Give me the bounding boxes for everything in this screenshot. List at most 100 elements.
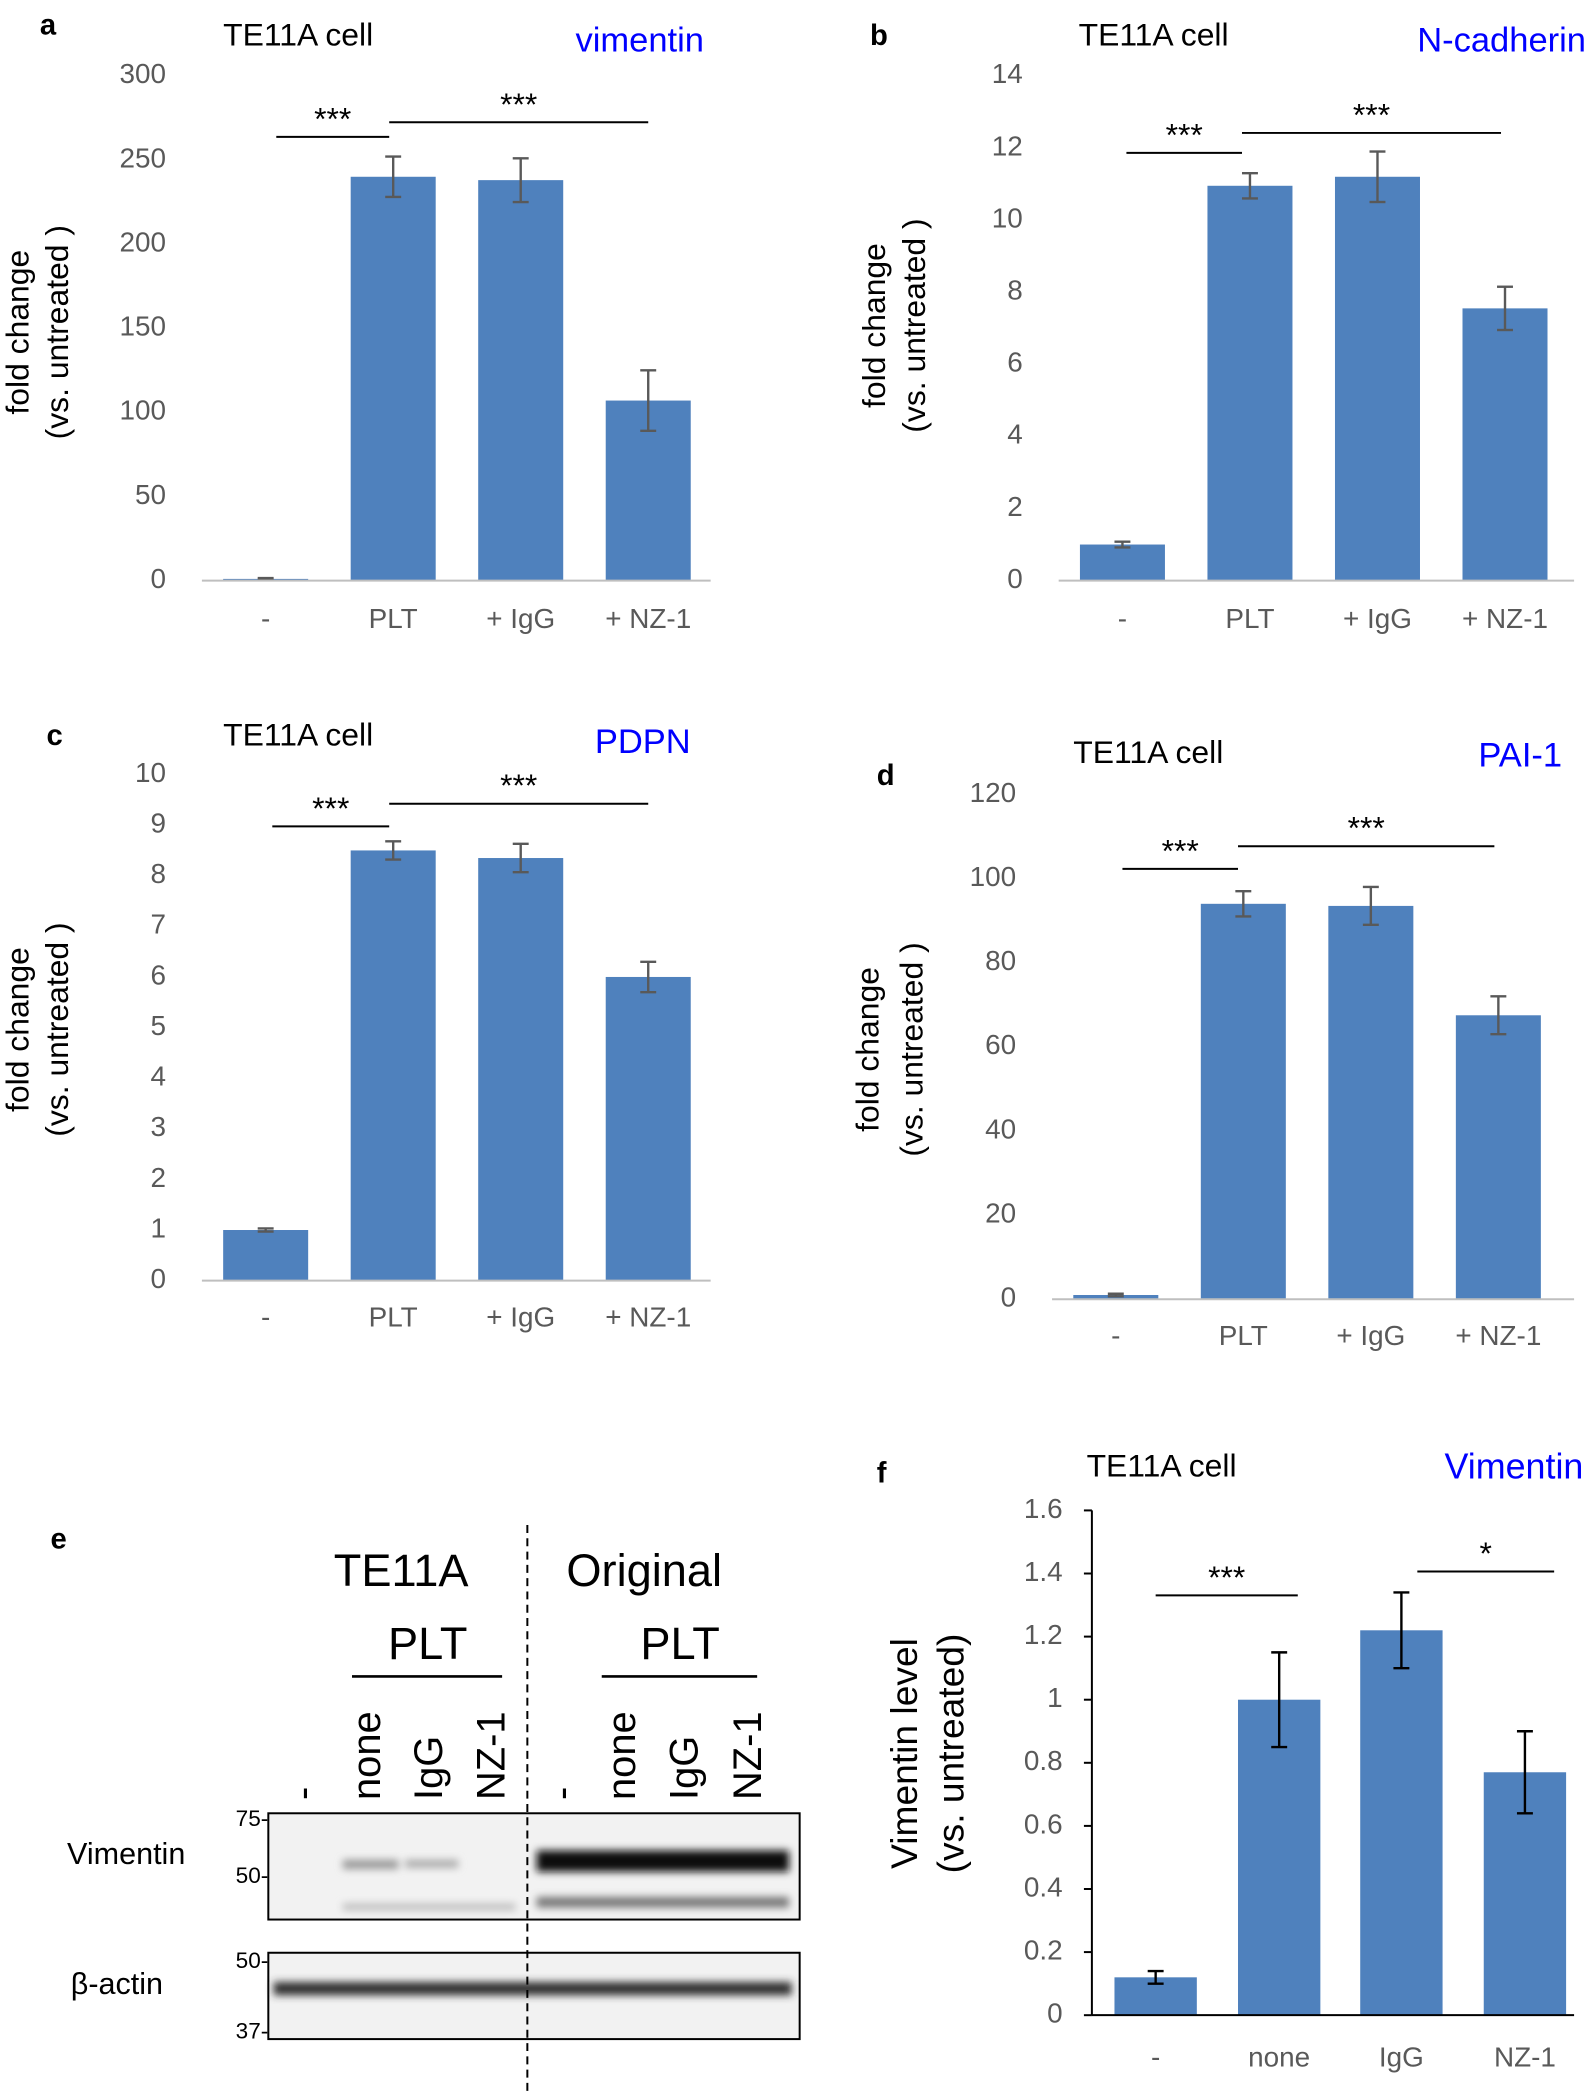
- group-title: Original: [566, 1545, 722, 1596]
- lane-label: IgG: [407, 1736, 451, 1800]
- y-tick-label: 8: [1007, 275, 1023, 306]
- y-tick-label: 0.6: [1024, 1808, 1063, 1839]
- chart-panel: a TE11A cell vimentin fold change (vs. untre…: [0, 9, 711, 634]
- chart-panel: c TE11A cell PDPN fold change (vs. untreated…: [0, 717, 711, 1333]
- bar: [1334, 176, 1420, 581]
- y-tick-label: 100: [120, 395, 167, 426]
- error-bar: [512, 157, 529, 204]
- x-tick-label: + NZ-1: [605, 603, 691, 634]
- y-axis-label: (vs. untreated ): [893, 942, 929, 1156]
- panel-letter: a: [40, 9, 57, 41]
- x-tick-label: PLT: [1219, 1320, 1268, 1351]
- significance-label: ***: [500, 767, 537, 803]
- lane-label: none: [345, 1711, 389, 1800]
- bar: [1360, 1630, 1443, 2016]
- marker-label: 50-: [236, 1863, 269, 1888]
- error-bar: [1362, 885, 1379, 927]
- significance-label: ***: [1208, 1559, 1245, 1595]
- significance-label: ***: [500, 86, 537, 122]
- x-tick-label: -: [1151, 2041, 1160, 2072]
- significance-label: ***: [1348, 810, 1385, 846]
- x-tick-label: + NZ-1: [1455, 1320, 1541, 1351]
- error-bar: [257, 1227, 274, 1233]
- y-tick-label: 0.8: [1024, 1745, 1063, 1776]
- gene-label: vimentin: [575, 22, 704, 60]
- chart-panel: b TE11A cell N-cadherin fold change (vs. unt…: [856, 17, 1586, 634]
- y-tick-label: 0.4: [1024, 1871, 1063, 1902]
- x-tick-label: + IgG: [1343, 603, 1412, 634]
- error-bar: [1147, 1969, 1164, 1985]
- error-bar: [1241, 171, 1258, 200]
- y-tick-label: 8: [151, 858, 167, 889]
- lane-labels: - none IgG NZ-1 - none IgG NZ-1: [281, 1711, 770, 1800]
- x-tick-label: -: [1118, 603, 1127, 634]
- y-tick-label: 120: [970, 777, 1017, 808]
- bar: [605, 976, 691, 1281]
- bar: [478, 858, 564, 1281]
- y-tick-label: 5: [151, 1010, 167, 1041]
- y-tick-label: 12: [992, 130, 1023, 161]
- x-tick-label: + IgG: [486, 603, 555, 634]
- x-tick-label: none: [1248, 2041, 1310, 2072]
- panel-letter: d: [877, 760, 895, 792]
- x-tick-label: + IgG: [486, 1302, 555, 1333]
- blot-box: [267, 1951, 801, 2041]
- lane-label: -: [540, 1787, 584, 1800]
- bar: [1200, 903, 1286, 1300]
- panel-letter: f: [877, 1457, 887, 1489]
- y-tick-label: 9: [151, 808, 167, 839]
- bar: [1238, 1699, 1321, 2016]
- y-tick-label: 14: [992, 58, 1023, 89]
- error-bar: [385, 155, 402, 199]
- gene-label: PDPN: [595, 723, 691, 761]
- y-tick-label: 100: [970, 861, 1017, 892]
- error-bar: [385, 840, 402, 861]
- y-tick-label: 10: [992, 202, 1023, 233]
- y-tick-label: 6: [151, 959, 167, 990]
- x-tick-label: + NZ-1: [605, 1302, 691, 1333]
- y-tick-label: 6: [1007, 347, 1023, 378]
- treatment-label: PLT: [388, 1618, 467, 1669]
- y-tick-label: 0.2: [1024, 1934, 1063, 1965]
- x-tick-label: -: [261, 1302, 270, 1333]
- x-tick-label: + NZ-1: [1462, 603, 1548, 634]
- x-tick-label: -: [1111, 1320, 1120, 1351]
- panel-letter: e: [50, 1524, 66, 1556]
- chart-title: TE11A cell: [1087, 1447, 1237, 1483]
- lane-label: NZ-1: [726, 1711, 770, 1800]
- error-bar: [512, 842, 529, 874]
- error-bar: [1271, 1651, 1288, 1749]
- western-blot: e TE11A Original PLT PLT - none IgG NZ-1…: [50, 1524, 801, 2091]
- lane-label: -: [281, 1787, 325, 1800]
- significance-label: ***: [1162, 832, 1199, 868]
- error-bar: [1369, 150, 1386, 204]
- significance-label: ***: [314, 100, 351, 136]
- y-tick-label: 2: [151, 1162, 167, 1193]
- y-tick-label: 150: [120, 311, 167, 342]
- error-bar: [1107, 1292, 1124, 1298]
- error-bar: [1393, 1591, 1410, 1670]
- error-bar: [257, 576, 274, 581]
- x-tick-label: PLT: [369, 603, 418, 634]
- bar: [350, 176, 436, 581]
- significance-label: ***: [312, 790, 349, 826]
- gene-label: PAI-1: [1478, 736, 1562, 774]
- significance-label: ***: [1166, 116, 1203, 152]
- marker-label: 75-: [236, 1806, 269, 1831]
- y-tick-label: 1.2: [1024, 1619, 1063, 1650]
- marker-label: 50-: [236, 1948, 269, 1973]
- y-tick-label: 0: [1007, 563, 1023, 594]
- row-label: Vimentin: [67, 1837, 185, 1871]
- significance-label: ***: [1353, 96, 1390, 132]
- chart-title: TE11A cell: [223, 17, 373, 53]
- y-tick-label: 1: [1047, 1682, 1063, 1713]
- y-tick-label: 0: [151, 1263, 167, 1294]
- y-axis-label: fold change: [0, 947, 35, 1112]
- gene-label: N-cadherin: [1417, 22, 1586, 60]
- y-tick-label: 0: [151, 563, 167, 594]
- y-axis-label: (vs. untreated ): [896, 218, 932, 432]
- error-bar: [640, 369, 657, 433]
- error-bar: [1114, 540, 1131, 549]
- y-axis-label: (vs. untreated ): [39, 225, 75, 439]
- bar: [1079, 544, 1165, 581]
